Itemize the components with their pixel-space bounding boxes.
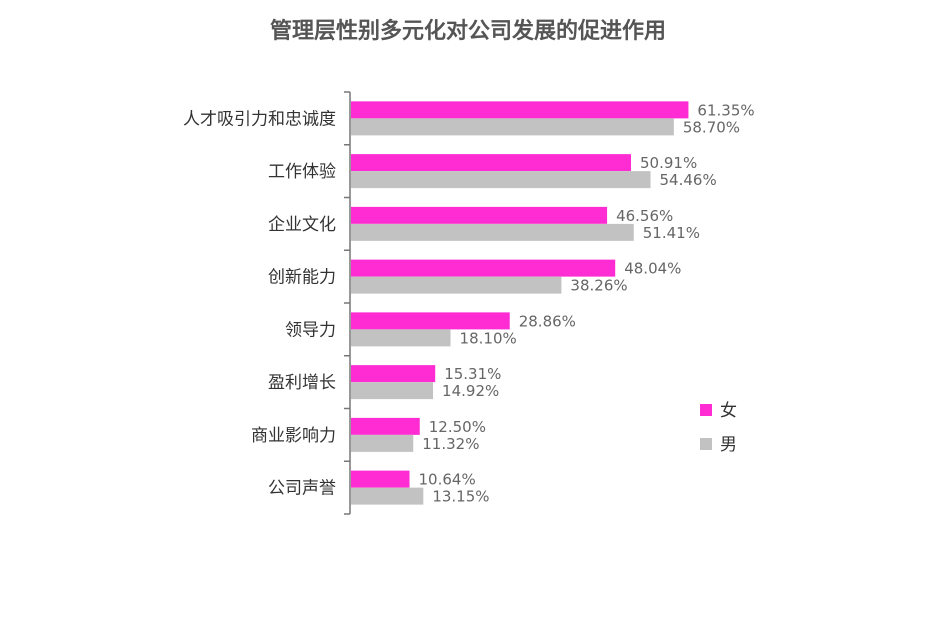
data-label: 51.41%	[643, 224, 700, 242]
category-label: 商业影响力	[251, 426, 336, 446]
bar-female	[351, 206, 608, 224]
bar-male	[351, 171, 651, 189]
data-label: 12.50%	[429, 418, 486, 436]
category-label: 领导力	[285, 320, 336, 340]
bar-male	[351, 276, 562, 294]
bar-female	[351, 259, 616, 277]
category-label: 公司声誉	[268, 479, 336, 499]
legend-label: 男	[720, 435, 737, 455]
bar-male	[351, 329, 451, 347]
labels-group: 人才吸引力和忠诚度 61.35%58.70% 工作体验 50.91%54.46% 企业文…	[183, 101, 755, 505]
chart-title: 管理层性别多元化对公司发展的促进作用	[270, 18, 666, 44]
category-label: 盈利增长	[268, 373, 336, 393]
bar-female	[351, 154, 632, 172]
legend-label: 女	[720, 401, 737, 421]
bars-group	[351, 101, 689, 505]
category-label: 创新能力	[268, 268, 336, 288]
data-label: 54.46%	[660, 171, 717, 189]
data-label: 11.32%	[422, 435, 479, 453]
bar-male	[351, 223, 634, 241]
data-label: 58.70%	[683, 118, 740, 136]
bar-female	[351, 470, 410, 488]
bar-female	[351, 101, 689, 119]
data-label: 18.10%	[460, 329, 517, 347]
data-label: 10.64%	[419, 471, 476, 489]
bar-male	[351, 487, 424, 505]
bar-male	[351, 382, 434, 400]
bar-male	[351, 434, 414, 452]
legend: 女男	[700, 401, 737, 455]
data-label: 15.31%	[444, 365, 501, 383]
legend-swatch	[700, 404, 712, 416]
bar-male	[351, 118, 674, 136]
data-label: 46.56%	[616, 207, 673, 225]
category-label: 人才吸引力和忠诚度	[183, 109, 336, 129]
data-label: 13.15%	[432, 488, 489, 506]
data-label: 50.91%	[640, 154, 697, 172]
data-label: 28.86%	[519, 312, 576, 330]
category-label: 企业文化	[268, 215, 336, 235]
data-label: 61.35%	[697, 101, 754, 119]
y-axis-ticks	[344, 91, 350, 515]
data-label: 48.04%	[624, 260, 681, 278]
bar-female	[351, 365, 436, 383]
data-label: 14.92%	[442, 382, 499, 400]
data-label: 38.26%	[570, 277, 627, 295]
category-label: 工作体验	[268, 162, 336, 182]
bar-female	[351, 312, 510, 330]
legend-swatch	[700, 438, 712, 450]
bar-female	[351, 417, 420, 435]
